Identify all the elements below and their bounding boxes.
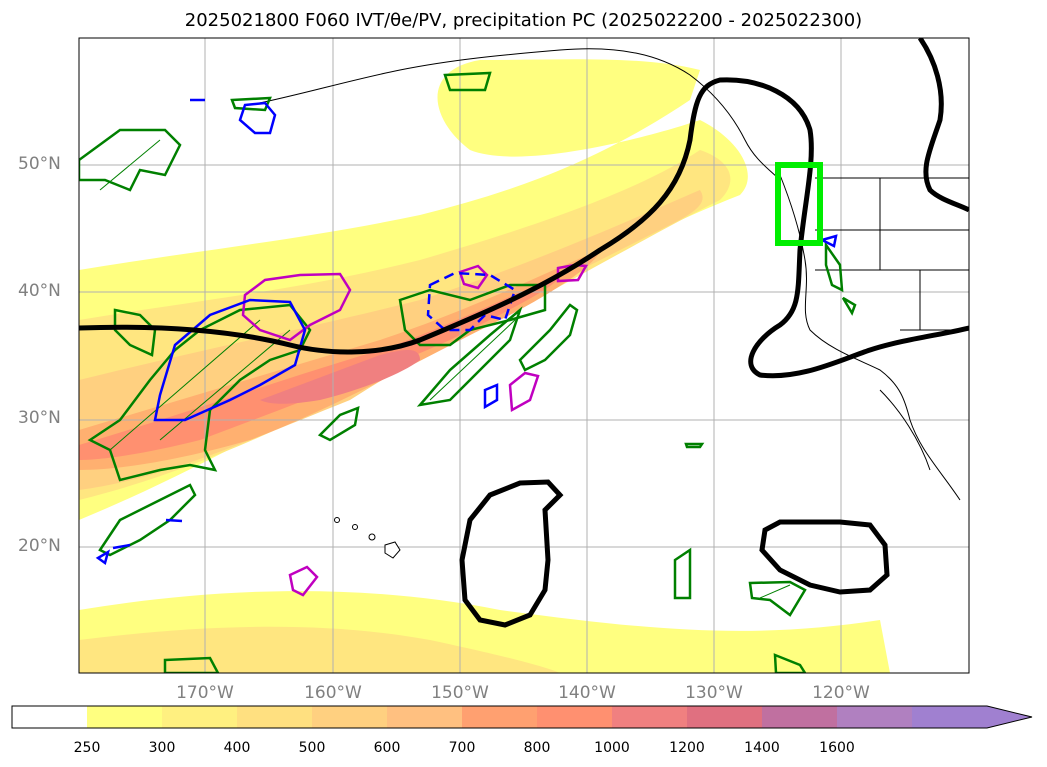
precip-green-15 xyxy=(163,656,220,673)
precip-green-12 xyxy=(841,296,857,316)
map-frame xyxy=(78,37,970,674)
colorbar-tick-label: 1000 xyxy=(594,740,630,756)
precip-green-17 xyxy=(684,442,705,449)
precip-green-10 xyxy=(230,96,272,112)
lat-label-50: 50°N xyxy=(18,154,61,174)
pv-contour-8 xyxy=(112,543,131,550)
colorbar-segment xyxy=(537,706,613,728)
pv-contour-9 xyxy=(165,518,183,523)
hawaii-big-island xyxy=(384,541,401,559)
lat-label-30: 30°N xyxy=(18,408,61,428)
coast-alaska xyxy=(249,48,781,181)
colorbar-segment xyxy=(837,706,913,728)
colorbar-tick-label: 700 xyxy=(448,740,476,756)
baja xyxy=(879,389,931,471)
precip-green-14 xyxy=(748,580,807,617)
lat-label-40: 40°N xyxy=(18,281,61,301)
ivt-band-south-inner xyxy=(79,626,560,673)
colorbar-tick-label: 250 xyxy=(73,740,101,756)
precip-hatch xyxy=(99,139,791,599)
theta-contour-loop-south xyxy=(459,479,564,628)
pv-contour-4 xyxy=(483,383,499,410)
lon-label-160: 160°W xyxy=(304,683,362,703)
oahu xyxy=(352,524,358,530)
kauai xyxy=(334,517,340,523)
precip-green-3 xyxy=(87,303,312,482)
pv-contour-3-dashed xyxy=(426,271,517,332)
colorbar-segment xyxy=(462,706,538,728)
colorbar-segment xyxy=(762,706,838,728)
colorbar-tick-label: 300 xyxy=(148,740,176,756)
colorbar-segment xyxy=(162,706,238,728)
precip-green-4 xyxy=(98,483,197,557)
lon-label-170: 170°W xyxy=(176,683,234,703)
highlight-box xyxy=(775,162,823,246)
lon-label-120: 120°W xyxy=(812,683,870,703)
colorbar-segment xyxy=(912,706,1032,728)
theta-contour-northeast xyxy=(917,38,969,213)
colorbar-tick-label: 400 xyxy=(223,740,251,756)
colorbar-segment xyxy=(12,706,88,728)
colorbar-segment xyxy=(87,706,163,728)
precip-magenta-5 xyxy=(288,565,319,597)
precip-contours-magenta xyxy=(241,263,589,597)
precip-green-13 xyxy=(673,547,692,600)
precip-green-2 xyxy=(113,308,157,357)
precip-green-8 xyxy=(518,303,579,372)
pv-contours xyxy=(95,98,838,566)
precip-green-9 xyxy=(443,71,492,92)
ivt-band-800 xyxy=(260,350,420,404)
colorbar-tick-label: 1400 xyxy=(744,740,780,756)
lon-label-130: 130°W xyxy=(685,683,743,703)
pv-contour-6 xyxy=(818,234,838,248)
state-borders xyxy=(815,178,969,331)
precip-magenta-1 xyxy=(241,272,352,342)
pv-contour-2 xyxy=(153,298,307,422)
lat-label-20: 20°N xyxy=(18,536,61,556)
colorbar-segment xyxy=(237,706,313,728)
precip-green-1 xyxy=(79,128,182,192)
lon-label-140: 140°W xyxy=(558,683,616,703)
colorbar-segment xyxy=(687,706,763,728)
theta-contour-loop-east xyxy=(759,519,890,595)
chart-title: 2025021800 F060 IVT/θe/PV, precipitation… xyxy=(184,10,863,31)
colorbar-tick-label: 600 xyxy=(373,740,401,756)
colorbar-tick-label: 800 xyxy=(523,740,551,756)
theta-contour-main xyxy=(79,77,969,379)
colorbar-tick-label: 1200 xyxy=(669,740,705,756)
precip-green-5 xyxy=(317,406,360,442)
precip-magenta-4 xyxy=(508,371,540,413)
theta-e-contours xyxy=(79,38,969,628)
hawaii-islands xyxy=(334,517,401,559)
colorbar-tick-label: 500 xyxy=(298,740,326,756)
colorbar-tick-label: 1600 xyxy=(819,740,855,756)
precip-green-7 xyxy=(416,306,523,407)
colorbar-segment xyxy=(312,706,388,728)
colorbar-segment xyxy=(612,706,688,728)
precip-green-16 xyxy=(773,653,807,673)
colorbar xyxy=(11,705,1033,729)
maui xyxy=(368,533,376,541)
pv-contour-1 xyxy=(238,101,277,135)
lon-label-150: 150°W xyxy=(431,683,489,703)
colorbar-frame xyxy=(11,705,1033,729)
precip-green-11 xyxy=(824,241,844,293)
pv-contour-5 xyxy=(95,549,111,566)
precip-contours-green xyxy=(79,71,857,673)
colorbar-segment xyxy=(387,706,463,728)
precip-magenta-2 xyxy=(458,264,489,290)
